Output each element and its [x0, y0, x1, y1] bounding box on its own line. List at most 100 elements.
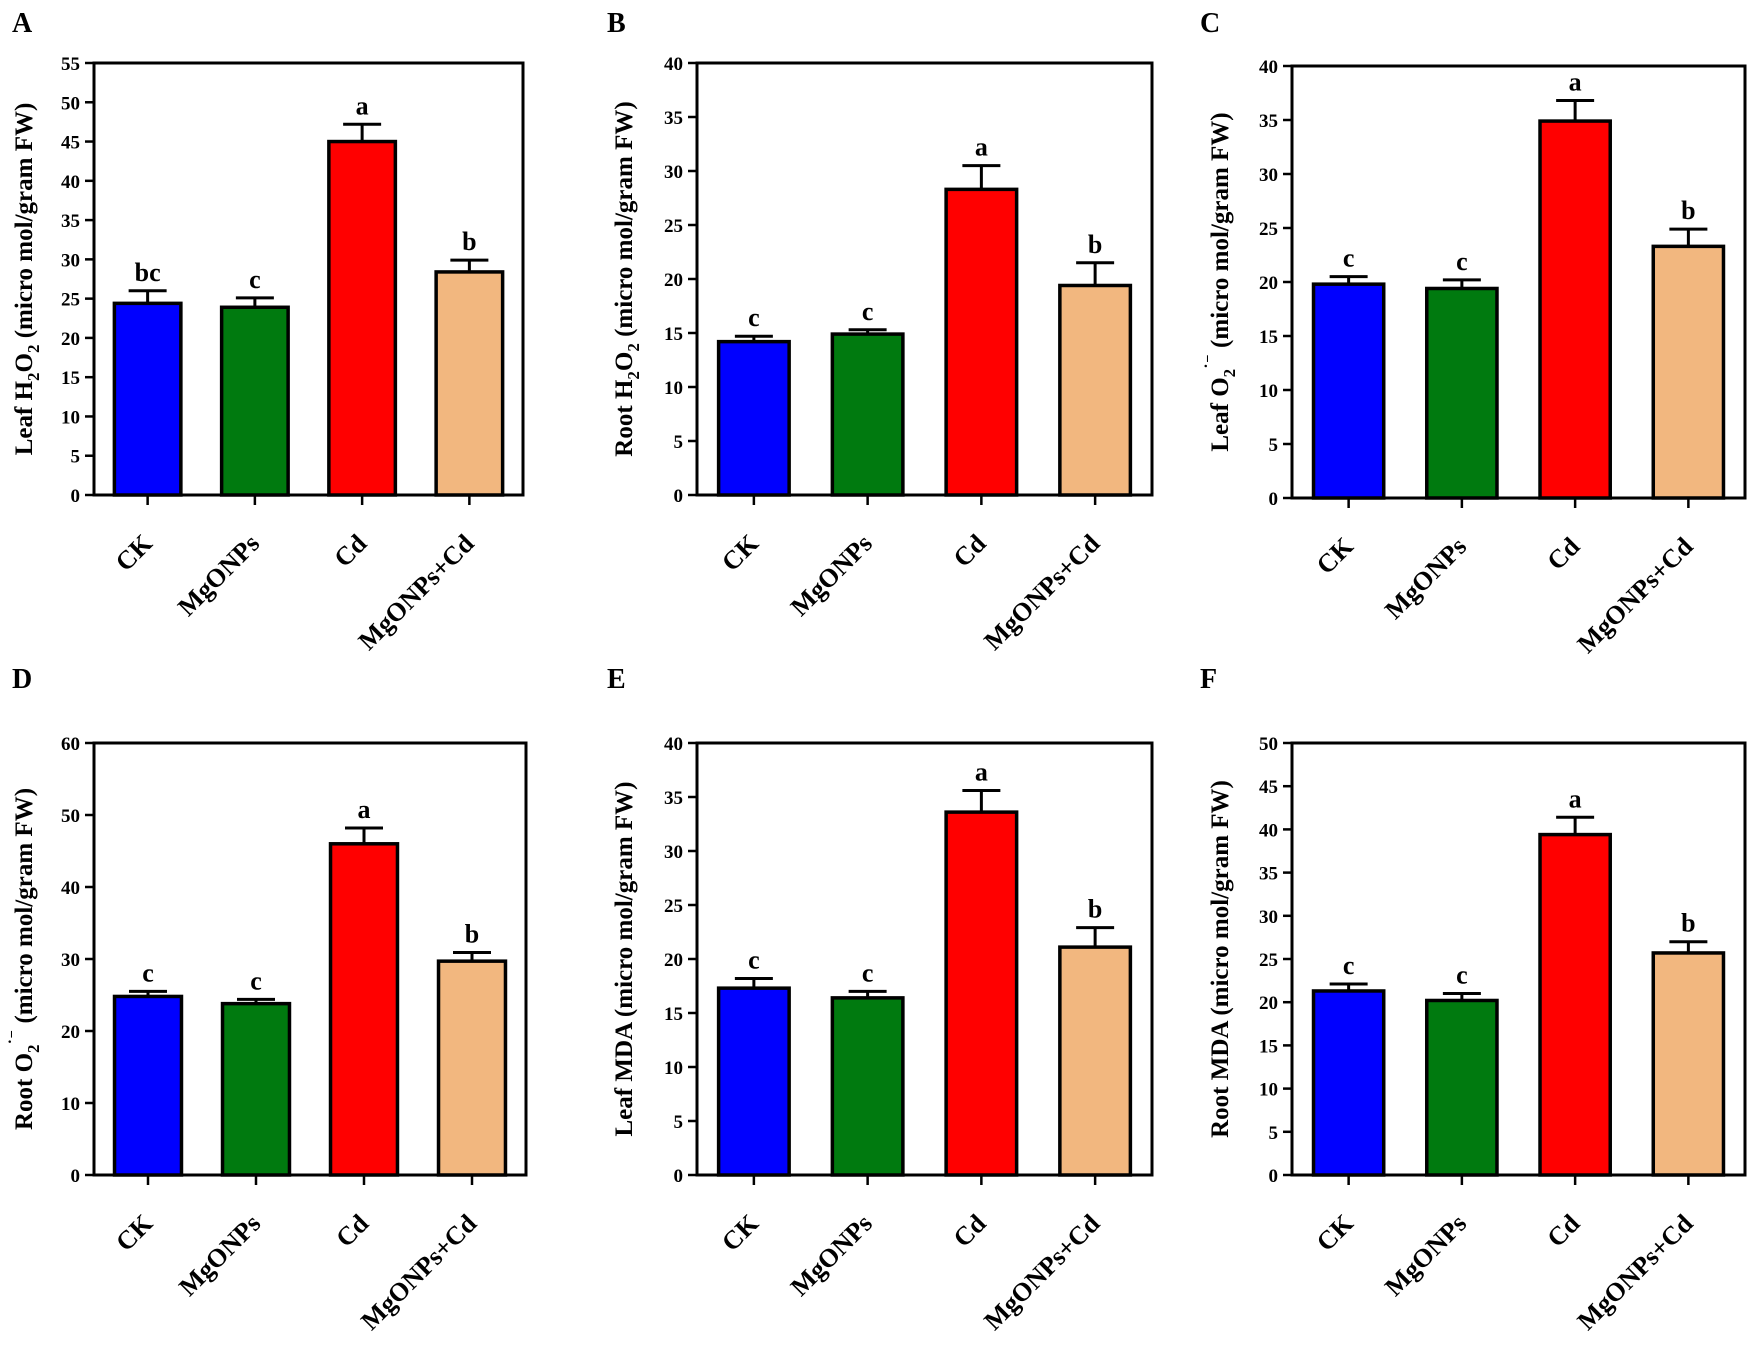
bar-mgonps — [830, 996, 905, 1177]
bar-cd — [1538, 832, 1612, 1177]
y-tick-label: 10 — [61, 407, 80, 428]
chart-panel-d: D 0 10 20 30 40 50 60 c CK c MgONPs a Cd b MgONPs+Cd Roo… — [5, 664, 528, 1336]
y-axis-label-pre: Leaf O — [1207, 377, 1234, 451]
y-tick-label: 5 — [1269, 435, 1279, 456]
y-tick-label: 20 — [664, 270, 683, 291]
significance-label: a — [358, 795, 371, 824]
y-axis-label-pre: Leaf H — [11, 380, 38, 455]
significance-label: c — [1343, 244, 1355, 273]
y-tick-label: 30 — [664, 842, 683, 863]
bar-ck — [112, 301, 183, 497]
y-tick-label: 0 — [71, 1166, 81, 1187]
category-label: MgONPs+Cd — [355, 1208, 482, 1335]
panel-letter: C — [1200, 8, 1220, 39]
category-label: CK — [110, 1208, 159, 1257]
y-tick-label: 35 — [61, 211, 80, 232]
bar-mgonps — [219, 305, 290, 497]
y-tick-label: 15 — [1259, 327, 1278, 348]
category-label: MgONPs+Cd — [978, 1208, 1105, 1335]
plot-frame — [92, 741, 528, 1177]
significance-label: c — [862, 297, 874, 326]
panel-letter: D — [12, 664, 32, 695]
plot-frame — [92, 61, 525, 497]
category-label: MgONPs+Cd — [1572, 531, 1699, 658]
y-tick-label: 25 — [664, 216, 683, 237]
bar-mgonps — [1425, 286, 1499, 500]
significance-label: c — [1456, 961, 1468, 990]
significance-label: a — [975, 758, 988, 787]
y-tick-label: 0 — [71, 486, 81, 507]
y-axis-label-post: (micro mol/gram FW) — [11, 103, 38, 345]
plot-frame — [1290, 64, 1747, 500]
y-axis-label-post: (micro mol/gram FW) — [611, 101, 638, 343]
significance-label: a — [1569, 784, 1582, 813]
y-axis-label-sub1: 2 — [1220, 369, 1239, 378]
y-axis-label-mid: O — [11, 353, 38, 372]
y-tick-label: 0 — [1269, 1166, 1279, 1187]
y-tick-label: 20 — [1259, 993, 1278, 1014]
y-tick-label: 35 — [664, 788, 683, 809]
y-axis-label-pre: Root MDA (micro mol/gram FW) — [1207, 780, 1234, 1138]
category-label: CK — [1311, 1208, 1360, 1257]
bar-ck — [716, 339, 791, 497]
y-tick-label: 35 — [1259, 111, 1278, 132]
y-tick-label: 15 — [664, 324, 683, 345]
y-axis-label-post: (micro mol/gram FW) — [11, 788, 38, 1030]
category-label: MgONPs+Cd — [353, 528, 480, 655]
significance-label: a — [1569, 68, 1582, 97]
category-label: CK — [110, 528, 159, 577]
significance-label: bc — [135, 258, 161, 287]
plot-frame — [1290, 741, 1747, 1177]
chart-panel-b: B 0 5 10 15 20 25 30 35 40 c CK c MgONPs a Cd b MgONPs+Cd… — [607, 8, 1154, 656]
significance-label: b — [1681, 196, 1695, 225]
category-label: Cd — [1541, 531, 1585, 575]
y-tick-label: 20 — [61, 1022, 80, 1043]
y-axis-label-sup: ˙⁻ — [5, 1030, 24, 1045]
y-tick-label: 10 — [1259, 1080, 1278, 1101]
y-tick-label: 5 — [674, 432, 684, 453]
bar-ck — [1311, 282, 1386, 500]
y-tick-label: 10 — [664, 378, 683, 399]
y-axis-label-sub1: 2 — [624, 371, 643, 380]
category-label: MgONPs — [785, 529, 878, 622]
category-label: MgONPs — [1379, 532, 1472, 625]
significance-label: a — [356, 91, 369, 120]
bar-cd — [944, 187, 1019, 497]
category-label: MgONPs+Cd — [1572, 1208, 1699, 1335]
panel-letter: E — [607, 664, 626, 695]
significance-label: c — [250, 966, 262, 995]
y-tick-label: 15 — [61, 368, 80, 389]
y-tick-label: 45 — [1259, 777, 1278, 798]
significance-label: c — [142, 958, 154, 987]
y-tick-label: 50 — [61, 806, 80, 827]
bar-cd — [328, 842, 400, 1177]
y-tick-label: 0 — [1269, 489, 1279, 510]
y-tick-label: 15 — [664, 1004, 683, 1025]
y-axis-label-pre: Leaf MDA (micro mol/gram FW) — [611, 782, 638, 1137]
panel-letter: B — [607, 8, 626, 39]
y-tick-label: 40 — [664, 54, 683, 75]
y-tick-label: 40 — [1259, 57, 1278, 78]
y-tick-label: 5 — [1269, 1123, 1279, 1144]
bar-mgonps-cd — [436, 959, 508, 1177]
significance-label: c — [249, 265, 261, 294]
y-axis-label-sub1: 2 — [24, 1044, 43, 1053]
y-tick-label: 50 — [61, 93, 80, 114]
y-axis-label-sub2: 2 — [24, 345, 43, 354]
y-tick-label: 40 — [61, 172, 80, 193]
bar-mgonps-cd — [1058, 945, 1133, 1177]
significance-label: c — [862, 958, 874, 987]
bar-ck — [716, 986, 791, 1177]
y-axis-label: Root O2˙⁻ (micro mol/gram FW) — [5, 788, 43, 1130]
category-label: MgONPs — [1379, 1209, 1472, 1302]
significance-label: c — [1343, 951, 1355, 980]
y-tick-label: 35 — [664, 108, 683, 129]
chart-panel-f: F 0 5 10 15 20 25 30 35 40 45 50 c CK c MgONPs a Cd b MgONP… — [1200, 664, 1747, 1336]
y-axis-label: Root MDA (micro mol/gram FW) — [1207, 780, 1234, 1138]
y-tick-label: 25 — [1259, 950, 1278, 971]
y-tick-label: 30 — [664, 162, 683, 183]
category-label: MgONPs+Cd — [978, 528, 1105, 655]
y-tick-label: 10 — [664, 1058, 683, 1079]
y-tick-label: 40 — [1259, 820, 1278, 841]
category-label: MgONPs — [173, 1209, 266, 1302]
